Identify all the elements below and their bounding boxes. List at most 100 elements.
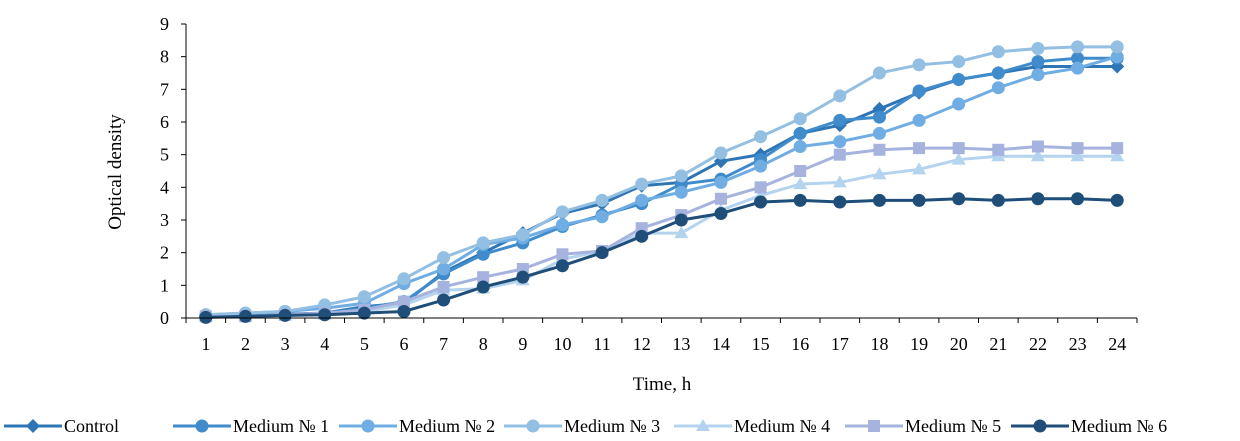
x-tick-label: 4	[320, 334, 329, 354]
data-point	[833, 89, 847, 103]
x-tick-label: 24	[1108, 334, 1126, 354]
data-point	[1071, 61, 1085, 75]
x-tick-label: 23	[1069, 334, 1087, 354]
data-point	[437, 262, 451, 276]
data-point	[476, 280, 490, 294]
data-point	[991, 81, 1005, 95]
data-point	[595, 210, 609, 224]
x-tick-label: 14	[712, 334, 730, 354]
data-point	[873, 143, 886, 156]
data-point	[357, 290, 371, 304]
legend-label: Medium № 2	[399, 416, 495, 436]
data-point	[1111, 142, 1124, 155]
data-point	[991, 45, 1005, 59]
legend-label: Medium № 3	[564, 416, 660, 436]
legend-label: Control	[64, 416, 119, 436]
x-tick-label: 19	[910, 334, 928, 354]
legend-marker	[361, 419, 375, 433]
y-tick-label: 9	[160, 14, 169, 34]
data-point	[516, 228, 530, 242]
legend-item: Medium № 6	[1011, 416, 1167, 436]
data-point	[714, 146, 728, 160]
y-tick-label: 0	[160, 308, 169, 328]
data-point	[278, 308, 292, 322]
data-point	[754, 181, 767, 194]
data-point	[912, 162, 927, 175]
data-point	[1031, 140, 1044, 153]
data-point	[1110, 149, 1125, 162]
y-tick-label: 3	[160, 210, 169, 230]
data-point	[872, 167, 887, 180]
data-point	[832, 175, 847, 188]
x-tick-label: 21	[989, 334, 1007, 354]
data-point	[476, 236, 490, 250]
data-point	[674, 213, 688, 227]
data-point	[952, 142, 965, 155]
data-point	[872, 193, 886, 207]
legend-label: Medium № 6	[1071, 416, 1167, 436]
x-tick-label: 17	[831, 334, 849, 354]
data-point	[1031, 192, 1045, 206]
data-point	[635, 193, 649, 207]
x-tick-label: 15	[752, 334, 770, 354]
data-point	[1031, 68, 1045, 82]
legend-label: Medium № 5	[905, 416, 1001, 436]
x-tick-label: 6	[399, 334, 408, 354]
data-point	[754, 195, 768, 209]
y-tick-label: 4	[160, 177, 169, 197]
x-tick-label: 7	[439, 334, 448, 354]
y-tick-label: 8	[160, 47, 169, 67]
data-point	[714, 175, 728, 189]
x-tick-label: 12	[633, 334, 651, 354]
series-line	[205, 145, 1118, 318]
data-point	[754, 130, 768, 144]
data-point	[555, 218, 569, 232]
legend-item: Medium № 3	[504, 416, 660, 436]
data-point	[437, 251, 451, 265]
data-point	[1071, 40, 1085, 54]
data-point	[1030, 149, 1045, 162]
legend-marker	[1033, 419, 1047, 433]
x-tick-label: 8	[479, 334, 488, 354]
data-point	[833, 148, 846, 161]
legend-marker	[868, 420, 880, 432]
data-point	[397, 295, 410, 308]
legend-marker	[526, 419, 540, 433]
data-point	[794, 165, 807, 177]
data-point	[793, 193, 807, 207]
x-tick-label: 3	[281, 334, 290, 354]
data-point	[912, 193, 926, 207]
data-point	[714, 192, 727, 205]
x-tick-label: 1	[201, 334, 210, 354]
data-point	[991, 193, 1005, 207]
data-point	[318, 308, 332, 322]
data-point	[635, 229, 649, 243]
axes	[181, 23, 1138, 323]
y-tick-label: 6	[160, 112, 169, 132]
plot-area	[198, 40, 1125, 324]
y-axis-title: Optical density	[105, 114, 126, 230]
data-point	[833, 113, 847, 127]
data-point	[555, 205, 569, 219]
data-point	[952, 73, 966, 87]
data-point	[952, 97, 966, 111]
x-tick-label: 16	[791, 334, 809, 354]
legend-marker	[696, 419, 710, 431]
data-point	[516, 270, 530, 284]
x-tick-label: 22	[1029, 334, 1047, 354]
data-point	[477, 271, 490, 284]
data-point	[992, 143, 1005, 156]
data-point	[556, 248, 569, 261]
data-point	[951, 152, 966, 165]
data-point	[437, 280, 450, 293]
data-point	[912, 84, 926, 98]
legend-marker	[195, 419, 209, 433]
y-tick-label: 1	[160, 275, 169, 295]
data-point	[397, 272, 411, 286]
x-tick-label: 10	[553, 334, 571, 354]
data-point	[952, 55, 966, 69]
series-line	[205, 64, 1118, 318]
x-tick-label: 11	[593, 334, 610, 354]
series-4	[199, 40, 1124, 322]
